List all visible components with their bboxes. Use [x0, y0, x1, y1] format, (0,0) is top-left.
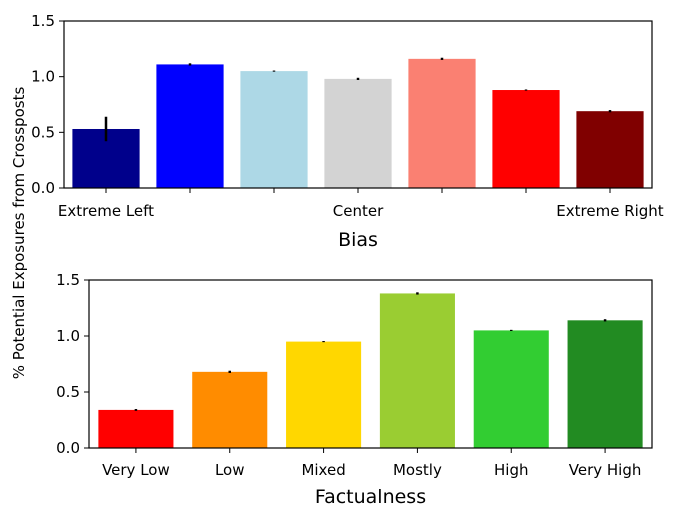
y-tick-label: 0.0: [31, 179, 55, 197]
bar-mostly: [379, 293, 455, 448]
x-axis-label: Factualness: [315, 486, 426, 508]
bar-right-center: [408, 58, 476, 188]
chart-factualness: Very Low Low Mixed Mostly High Very High 0.0 0.…: [56, 271, 653, 508]
y-tick-label: 0.5: [56, 383, 80, 401]
y-tick-label: 0.0: [56, 439, 80, 457]
x-tick-label: High: [494, 461, 528, 479]
bar-mixed: [286, 341, 362, 448]
x-tick-label: Extreme Left: [58, 202, 154, 220]
x-tick-label: Mostly: [393, 461, 442, 479]
bar-left: [156, 64, 224, 188]
x-tick-label: Mixed: [301, 461, 345, 479]
bar-high: [473, 330, 549, 448]
x-tick-label: Extreme Right: [556, 202, 664, 220]
y-tick-label: 1.0: [31, 68, 55, 86]
y-axis-label: % Potential Exposures from Crossposts: [10, 87, 28, 380]
x-tick-label: Center: [333, 202, 384, 220]
bar-extreme-right: [576, 111, 644, 188]
bar-very-low: [98, 409, 174, 448]
y-tick-label: 1.5: [56, 271, 80, 289]
y-tick-label: 1.0: [56, 327, 80, 345]
x-tick-label: Low: [215, 461, 245, 479]
y-tick-label: 0.5: [31, 123, 55, 141]
y-tick-label: 1.5: [31, 12, 55, 30]
x-axis-label: Bias: [338, 229, 378, 251]
bar-left-center: [240, 71, 308, 188]
axes-frame: [63, 20, 653, 189]
x-tick-label: Very Low: [102, 461, 170, 479]
x-tick-label: Very High: [569, 461, 642, 479]
bar-center: [324, 78, 392, 188]
chart-bias: Extreme Left Center Extreme Right 0.0 0.5 1.0…: [31, 12, 664, 251]
bar-very-high: [567, 320, 643, 448]
axes-frame: [88, 279, 653, 449]
bar-low: [192, 371, 268, 448]
bar-right: [492, 90, 560, 188]
